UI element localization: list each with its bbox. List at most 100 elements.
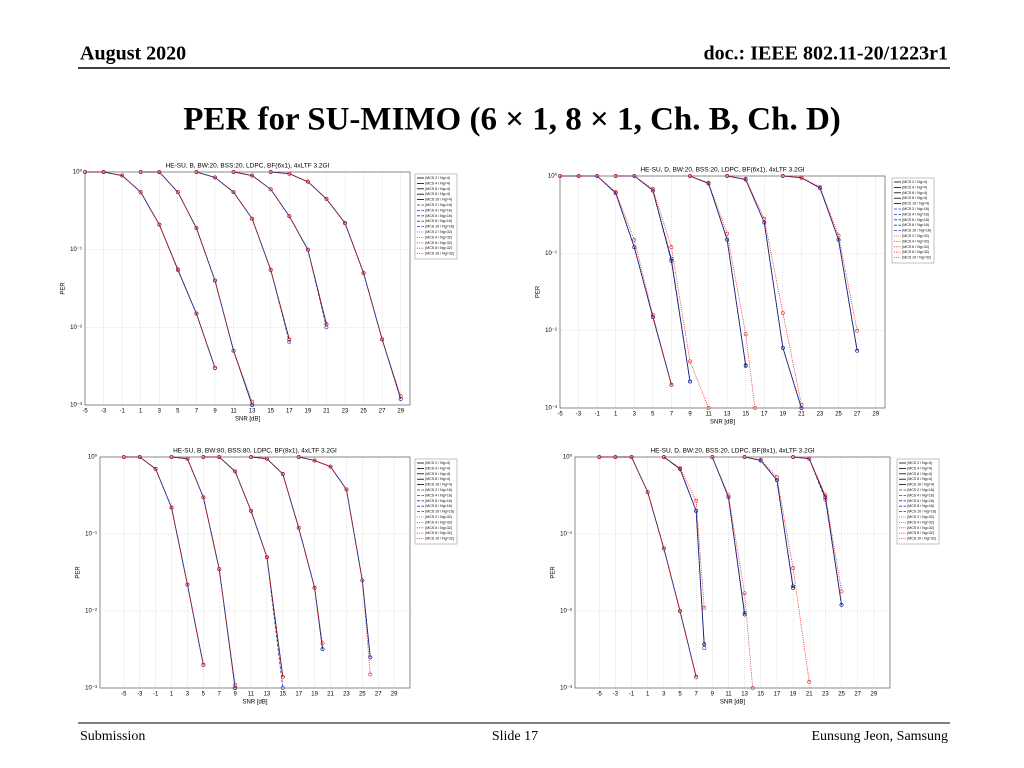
header-doc: doc.: IEEE 802.11-20/1223r1 — [704, 43, 948, 65]
data-point — [632, 174, 637, 178]
legend-box — [891, 177, 935, 264]
data-point — [231, 348, 236, 353]
x-tick-label: 3 — [662, 692, 666, 698]
legend-label: (MCS 2 / Ng=32) — [902, 234, 929, 238]
x-tick-label: 23 — [822, 692, 829, 698]
plot-frame — [559, 175, 886, 409]
series-line — [727, 175, 802, 405]
data-point — [558, 174, 562, 178]
legend-label: (MCS 4 / Ng=32) — [425, 235, 452, 239]
series-line — [793, 456, 842, 605]
footer-left: Submission — [80, 729, 145, 744]
y-tick-label: 10⁻¹ — [560, 532, 572, 538]
data-point — [632, 237, 637, 242]
x-tick-label: 9 — [213, 409, 217, 415]
legend-label: (MCS 4 / Ng=16) — [425, 208, 452, 212]
data-point — [233, 682, 238, 687]
y-axis-label: PER — [551, 566, 557, 579]
data-point — [725, 237, 730, 242]
slide-title: PER for SU-MIMO (6 × 1, 8 × 1, Ch. B, Ch… — [183, 102, 841, 138]
data-point — [344, 487, 349, 492]
data-point — [157, 222, 162, 227]
legend-label: (MCS 4 / Ng=4) — [907, 466, 932, 470]
y-tick-label: 10⁰ — [73, 169, 83, 176]
plot-area — [85, 172, 410, 405]
data-point — [201, 662, 206, 667]
x-tick-label: 11 — [248, 692, 255, 698]
legend-label: (MCS 6 / Ng=16) — [425, 214, 452, 218]
x-tick-label: -3 — [101, 409, 107, 415]
x-tick-label: 15 — [267, 409, 274, 415]
x-tick-label: 21 — [327, 692, 334, 698]
data-point — [694, 498, 699, 503]
data-point — [725, 231, 730, 236]
data-point — [268, 187, 273, 192]
data-point — [194, 311, 199, 316]
data-point — [753, 406, 757, 410]
data-point — [742, 455, 747, 459]
legend-label: (MCS 10 / Ng=16) — [902, 229, 931, 233]
data-point — [217, 455, 222, 459]
x-tick-label: 13 — [249, 409, 256, 415]
x-tick-label: 25 — [835, 412, 842, 418]
data-point — [250, 216, 255, 221]
data-point — [799, 175, 804, 180]
series-line — [663, 456, 705, 608]
x-tick-label: -3 — [613, 692, 619, 698]
data-point — [726, 493, 731, 498]
x-tick-label: 15 — [742, 412, 749, 418]
legend-label: (MCS 8 / Ng=32) — [907, 531, 934, 535]
data-point — [121, 455, 126, 459]
data-point — [233, 469, 238, 474]
legend-label: (MCS 8 / Ng=4) — [907, 477, 932, 481]
x-tick-label: 7 — [670, 412, 674, 418]
x-tick-label: 25 — [359, 692, 366, 698]
data-point — [250, 399, 255, 404]
x-tick-label: 3 — [633, 412, 637, 418]
legend-label: (MCS 10 / Ng=16) — [425, 510, 454, 514]
data-point — [217, 567, 222, 572]
legend-label: (MCS 8 / Ng=4) — [425, 192, 450, 196]
x-tick-label: 3 — [186, 692, 190, 698]
series-line — [270, 171, 402, 397]
data-point — [296, 526, 301, 530]
chart: -5 -3 -1 1 3 5 7 9 11 13 15 17 19 21 23 25 27 2910⁻³10⁻²1… — [76, 448, 458, 706]
y-tick-label: 10⁻² — [560, 609, 572, 615]
data-point — [743, 176, 748, 181]
legend-label: (MCS 6 / Ng=4) — [902, 191, 927, 195]
data-point — [320, 641, 325, 646]
data-point — [742, 610, 747, 615]
chart-title: HE-SU, B, BW:80, BSS:80, LDPC, BF(8x1), … — [173, 448, 337, 455]
data-point — [265, 555, 269, 560]
y-tick-label: 10⁰ — [88, 454, 98, 461]
data-point — [780, 345, 785, 350]
chart-title: HE-SU, B, BW:20, BSS:20, LDPC, BF(6x1), … — [166, 163, 330, 170]
x-tick-label: 5 — [176, 409, 180, 415]
x-tick-label: 5 — [651, 412, 655, 418]
data-point — [360, 578, 365, 583]
data-point — [201, 455, 206, 459]
data-point — [280, 472, 285, 476]
data-point — [678, 466, 682, 470]
data-point — [250, 173, 255, 178]
x-tick-label: 9 — [233, 692, 237, 698]
legend-label: (MCS 6 / Ng=4) — [907, 472, 932, 476]
series-line — [711, 456, 746, 613]
data-point — [799, 402, 804, 407]
legend-label: (MCS 6 / Ng=32) — [425, 241, 452, 245]
data-point — [597, 455, 602, 459]
data-point — [343, 221, 347, 225]
x-tick-label: 9 — [688, 412, 692, 418]
x-axis-label: SNR [dB] — [235, 417, 260, 423]
x-tick-label: 7 — [694, 692, 698, 698]
data-point — [249, 508, 253, 513]
series-line — [663, 456, 705, 649]
data-point — [213, 278, 217, 283]
data-point — [613, 190, 618, 194]
data-point — [320, 647, 325, 652]
x-tick-label: 3 — [158, 409, 162, 415]
data-point — [791, 566, 795, 571]
x-tick-label: 21 — [323, 409, 330, 415]
data-point — [762, 220, 767, 225]
x-tick-label: 11 — [230, 409, 237, 415]
